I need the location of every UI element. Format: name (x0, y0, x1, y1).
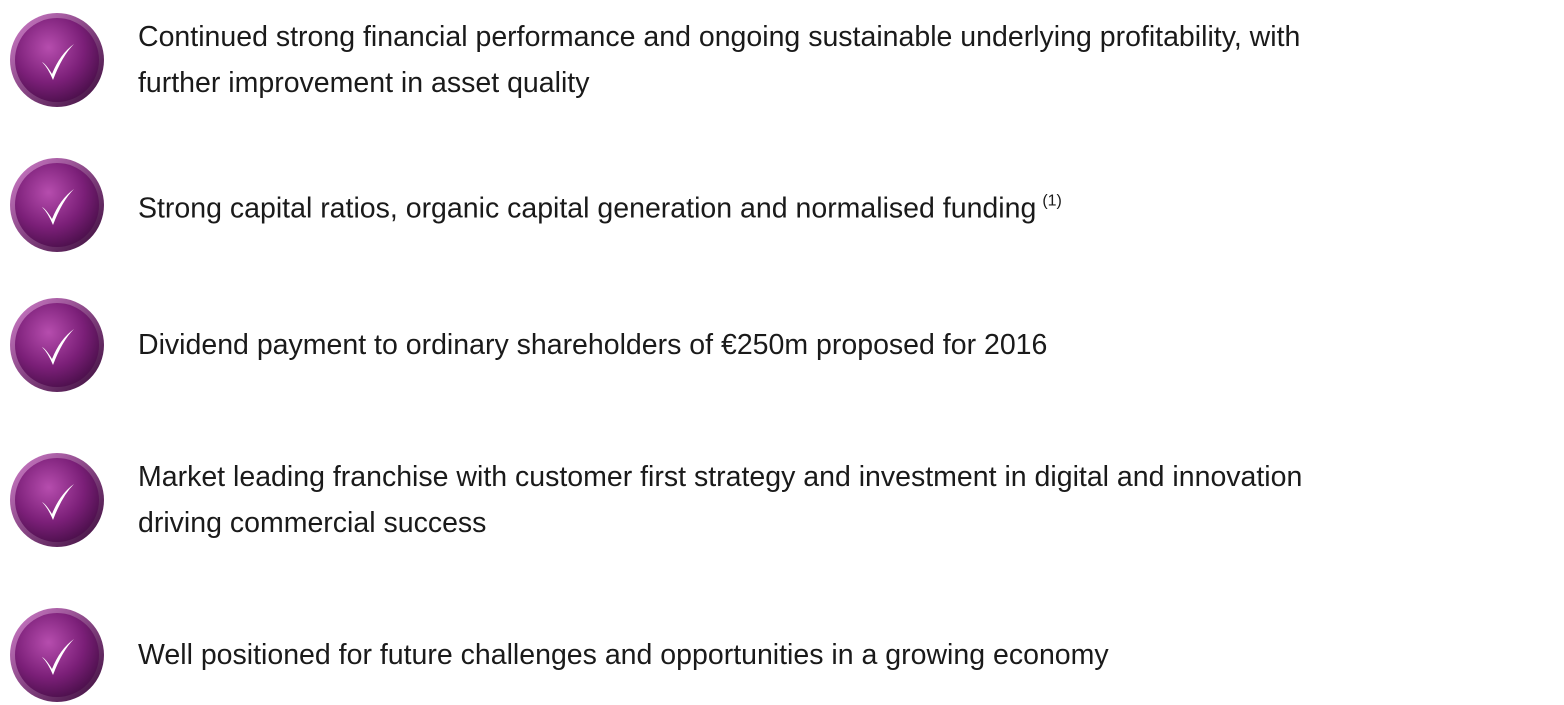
check-icon (10, 158, 104, 252)
item-text: Dividend payment to ordinary shareholder… (138, 322, 1047, 368)
footnote-ref: (1) (1042, 192, 1062, 210)
check-icon (10, 298, 104, 392)
bullet-item: Well positioned for future challenges an… (0, 605, 1564, 705)
text-line: Dividend payment to ordinary shareholder… (138, 329, 1048, 361)
icon-face (15, 303, 99, 387)
checkmark (42, 639, 74, 675)
bullet-item: Strong capital ratios, organic capital g… (0, 155, 1564, 255)
text-line: Market leading franchise with customer f… (138, 461, 1303, 493)
bullet-item: Continued strong financial performance a… (0, 10, 1564, 110)
item-text: Strong capital ratios, organic capital g… (138, 179, 1062, 232)
item-text: Well positioned for future challenges an… (138, 632, 1109, 678)
check-icon (10, 13, 104, 107)
check-icon (10, 608, 104, 702)
checkmark (42, 329, 74, 365)
bullet-item: Market leading franchise with customer f… (0, 450, 1564, 550)
icon-face (15, 613, 99, 697)
check-icon (10, 453, 104, 547)
text-line: driving commercial success (138, 507, 487, 539)
item-text: Continued strong financial performance a… (138, 14, 1300, 106)
icon-face (15, 163, 99, 247)
checkmark (42, 44, 74, 80)
checkmark (42, 189, 74, 225)
text-line: Continued strong financial performance a… (138, 21, 1301, 53)
text-line: Strong capital ratios, organic capital g… (138, 192, 1062, 225)
icon-face (15, 18, 99, 102)
text-line: further improvement in asset quality (138, 67, 590, 99)
checkmark (42, 484, 74, 520)
text-line: Well positioned for future challenges an… (138, 639, 1109, 671)
icon-face (15, 458, 99, 542)
bullet-item: Dividend payment to ordinary shareholder… (0, 295, 1564, 395)
item-text: Market leading franchise with customer f… (138, 454, 1302, 546)
